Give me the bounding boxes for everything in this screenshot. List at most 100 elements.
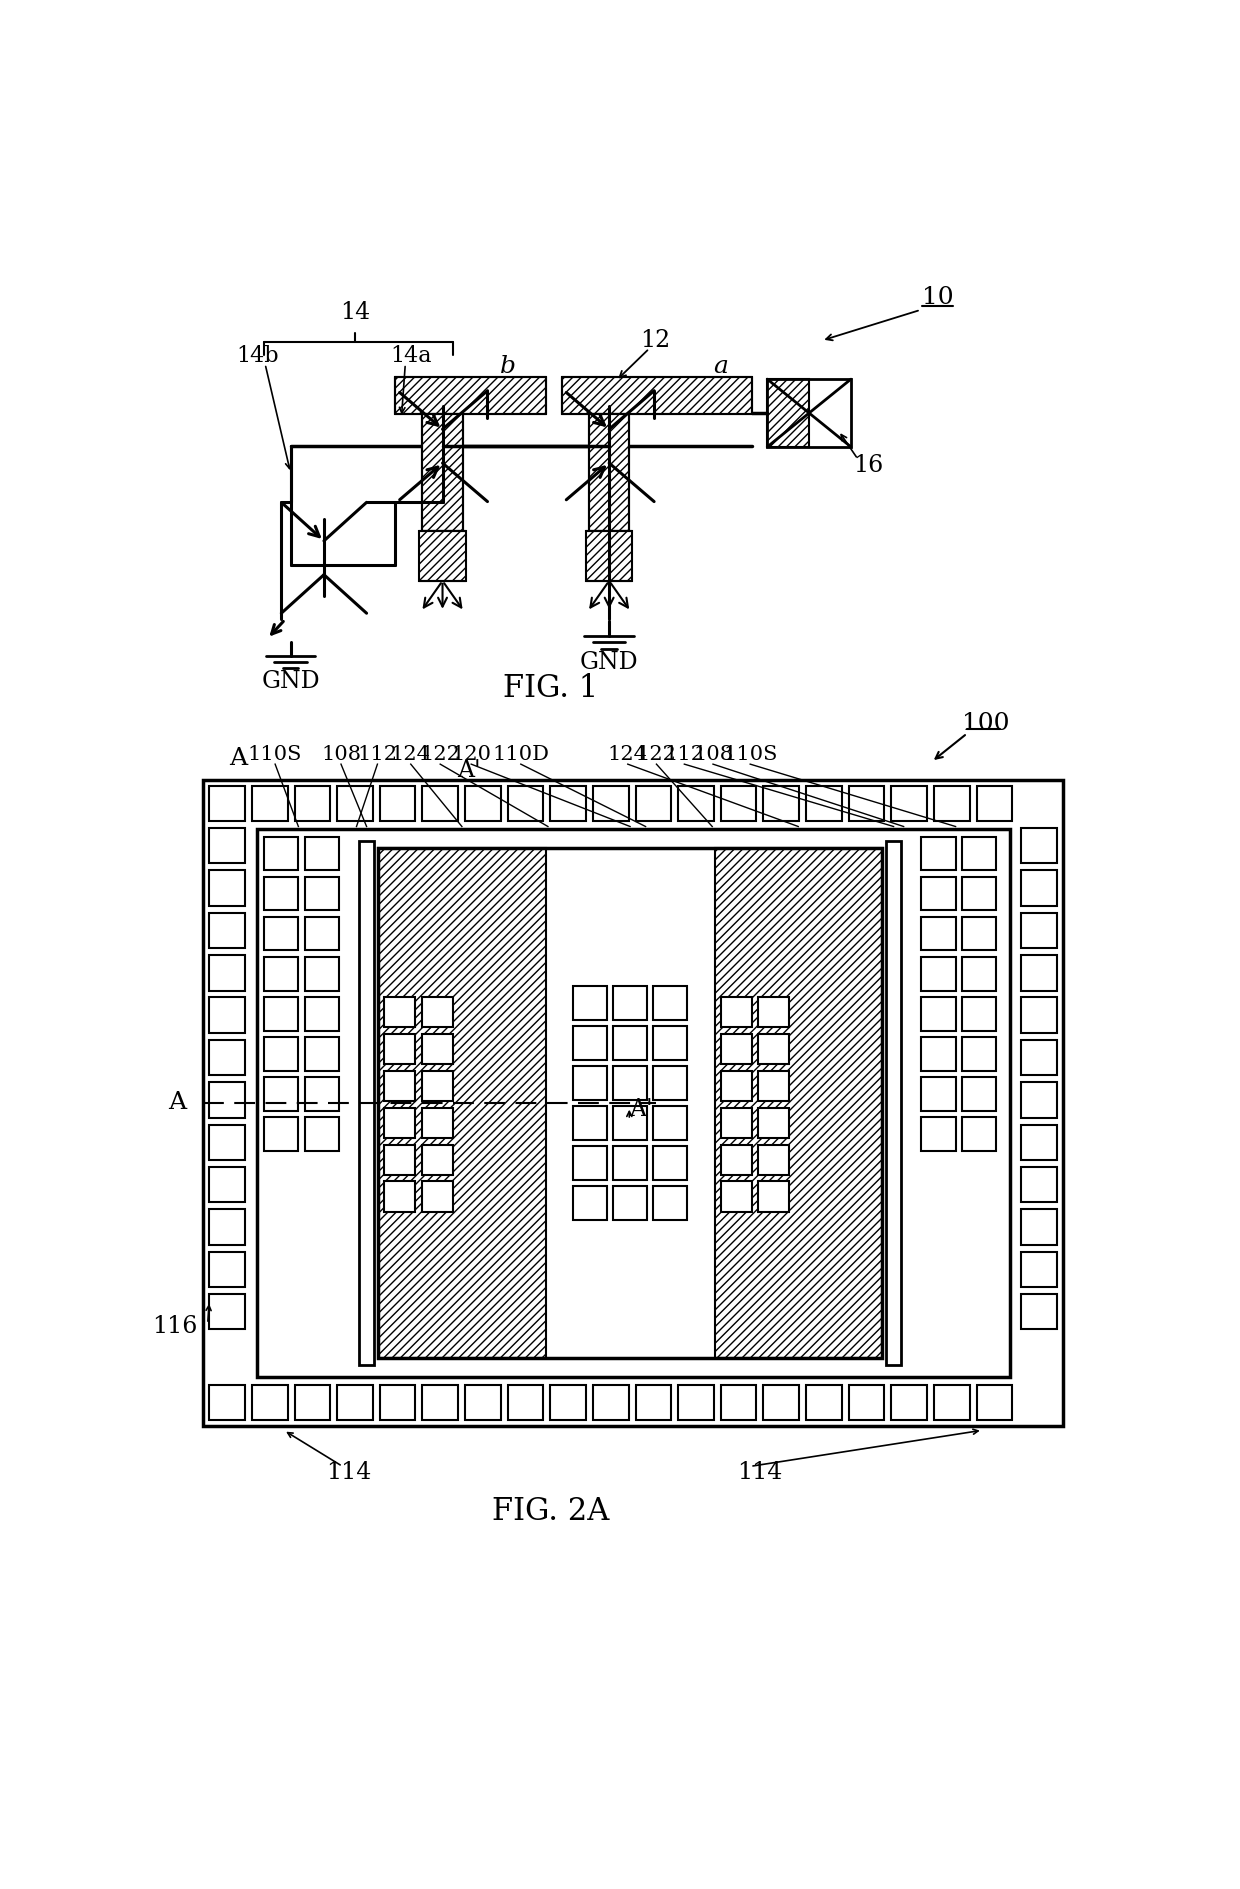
Bar xyxy=(210,1294,246,1330)
Text: 122: 122 xyxy=(636,746,676,765)
Bar xyxy=(613,1147,647,1181)
Text: A: A xyxy=(229,748,247,771)
Text: 16: 16 xyxy=(853,453,883,476)
Bar xyxy=(465,1385,501,1421)
Bar xyxy=(551,786,585,822)
Bar xyxy=(720,997,751,1028)
Text: 14b: 14b xyxy=(237,346,279,366)
Bar xyxy=(720,786,756,822)
Bar xyxy=(422,1071,453,1101)
Bar xyxy=(653,1065,687,1099)
Bar xyxy=(507,1385,543,1421)
Bar xyxy=(764,786,799,822)
Bar xyxy=(848,786,884,822)
Bar xyxy=(1022,1167,1058,1201)
Bar xyxy=(422,1033,453,1064)
Bar xyxy=(210,912,246,948)
Text: 10: 10 xyxy=(921,285,954,310)
Bar xyxy=(384,1145,415,1175)
Bar xyxy=(962,837,996,871)
Text: 110S: 110S xyxy=(248,746,303,765)
Bar xyxy=(921,876,956,910)
Bar xyxy=(587,531,632,582)
Bar xyxy=(885,841,901,1364)
Text: GND: GND xyxy=(262,671,320,693)
Bar xyxy=(921,1077,956,1111)
Bar xyxy=(210,1385,246,1421)
Bar xyxy=(892,1385,926,1421)
Bar xyxy=(758,1033,789,1064)
Text: 120: 120 xyxy=(451,746,491,765)
Text: a: a xyxy=(713,355,728,378)
Text: A': A' xyxy=(629,1098,652,1120)
Bar xyxy=(977,786,1012,822)
Bar xyxy=(264,916,299,950)
Bar xyxy=(593,786,629,822)
Bar xyxy=(720,1181,751,1213)
Bar xyxy=(305,956,339,990)
Bar xyxy=(1022,912,1058,948)
Bar xyxy=(423,414,463,531)
Bar xyxy=(962,956,996,990)
Bar xyxy=(210,1082,246,1118)
Bar xyxy=(962,997,996,1031)
Bar xyxy=(210,1039,246,1075)
Bar xyxy=(720,1107,751,1139)
Text: GND: GND xyxy=(580,652,639,674)
Bar xyxy=(305,916,339,950)
Bar xyxy=(573,1186,606,1220)
Bar xyxy=(613,986,647,1020)
Bar xyxy=(573,986,606,1020)
Bar xyxy=(384,997,415,1028)
Bar xyxy=(210,786,246,822)
Bar xyxy=(210,1124,246,1160)
Bar xyxy=(422,997,453,1028)
Bar xyxy=(892,786,926,822)
Bar xyxy=(921,837,956,871)
Text: 112: 112 xyxy=(357,746,398,765)
Bar xyxy=(1022,1252,1058,1286)
Text: b: b xyxy=(500,355,516,378)
Bar xyxy=(210,1167,246,1201)
Bar xyxy=(264,956,299,990)
Text: 114: 114 xyxy=(326,1460,372,1485)
Bar xyxy=(573,1026,606,1060)
Bar xyxy=(305,876,339,910)
Bar xyxy=(264,1077,299,1111)
Bar xyxy=(921,956,956,990)
Text: 100: 100 xyxy=(962,712,1009,735)
Bar xyxy=(210,827,246,863)
Bar xyxy=(720,1071,751,1101)
Bar xyxy=(203,780,1063,1426)
Bar xyxy=(305,837,339,871)
Bar xyxy=(379,786,415,822)
Bar xyxy=(653,1026,687,1060)
Text: 124: 124 xyxy=(608,746,647,765)
Bar xyxy=(378,848,882,1358)
Bar xyxy=(806,1385,842,1421)
Bar xyxy=(593,1385,629,1421)
Text: 122: 122 xyxy=(420,746,460,765)
Bar xyxy=(573,1107,606,1139)
Bar xyxy=(305,997,339,1031)
Bar xyxy=(1022,1209,1058,1245)
Text: 14a: 14a xyxy=(391,346,432,366)
Bar xyxy=(465,786,501,822)
Bar xyxy=(379,1385,415,1421)
Bar xyxy=(720,1033,751,1064)
Bar xyxy=(210,997,246,1033)
Bar xyxy=(422,1181,453,1213)
Bar xyxy=(573,1065,606,1099)
Bar xyxy=(358,841,374,1364)
Bar xyxy=(264,876,299,910)
Bar xyxy=(934,1385,970,1421)
Bar xyxy=(1022,1124,1058,1160)
Bar xyxy=(768,380,808,448)
Bar xyxy=(419,531,466,582)
Bar xyxy=(758,1181,789,1213)
Bar xyxy=(337,786,373,822)
Bar xyxy=(337,1385,373,1421)
Bar xyxy=(613,1186,647,1220)
Bar xyxy=(962,1116,996,1150)
Bar xyxy=(977,1385,1012,1421)
